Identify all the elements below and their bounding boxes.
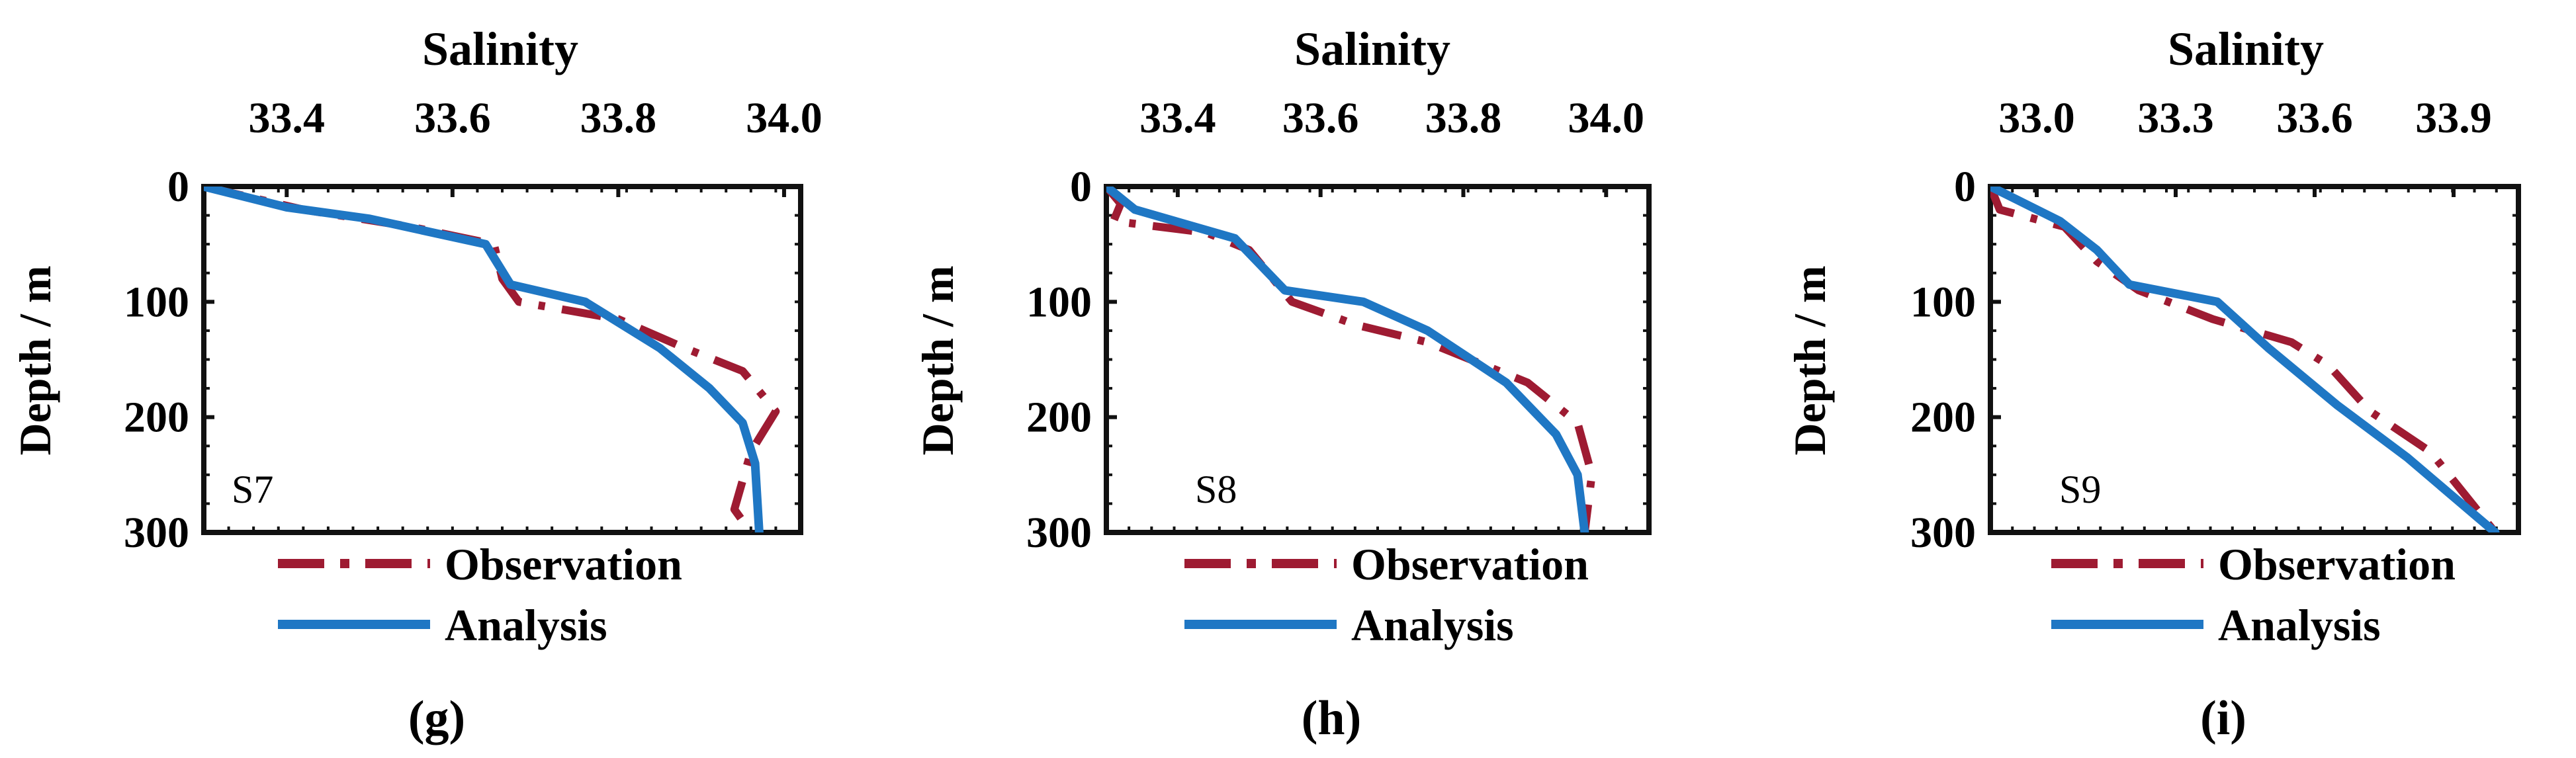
series-analysis-line <box>1990 187 2500 532</box>
y-tick-label: 300 <box>1910 509 1976 557</box>
y-tick-label: 100 <box>1910 278 1976 326</box>
chart-title: Salinity <box>422 22 578 75</box>
y-tick-label: 200 <box>124 394 189 442</box>
x-tick-label: 33.6 <box>2276 94 2353 142</box>
legend: Observation Analysis <box>278 539 682 650</box>
x-tick-label: 33.0 <box>1998 94 2075 142</box>
x-tick-label: 33.8 <box>1425 94 1502 142</box>
panel-label: (h) <box>1302 691 1361 745</box>
x-tick-label: 33.4 <box>249 94 326 142</box>
legend: Observation Analysis <box>1184 539 1589 650</box>
x-tick-label: 33.8 <box>580 94 657 142</box>
y-tick-label: 0 <box>1070 163 1092 211</box>
x-tick-label: 33.9 <box>2415 94 2492 142</box>
station-label: S7 <box>232 468 273 511</box>
panel-label: (i) <box>2200 691 2246 745</box>
series-observation-line <box>1990 187 2499 532</box>
legend-analysis-label: Analysis <box>2218 600 2381 650</box>
series-observation-line <box>1106 187 1596 532</box>
legend: Observation Analysis <box>2051 539 2456 650</box>
y-tick-label: 0 <box>1954 163 1976 211</box>
panel-i: Salinity Depth / m 33.0 33.3 33.6 33.9 0 100 2… <box>1785 22 2521 745</box>
panel-h: Salinity Depth / m 33.4 33.6 33.8 34.0 0 100 2… <box>912 22 1652 745</box>
y-axis-label: Depth / m <box>1785 265 1835 455</box>
chart-title: Salinity <box>1294 22 1450 75</box>
y-axis-label: Depth / m <box>10 265 60 455</box>
x-tick-label: 33.6 <box>1282 94 1359 142</box>
panel-label: (g) <box>408 691 465 745</box>
y-tick-label: 200 <box>1910 394 1976 442</box>
legend-analysis-label: Analysis <box>445 600 607 650</box>
x-tick-label: 34.0 <box>1568 94 1645 142</box>
series-group <box>204 187 780 532</box>
plot-frame <box>1104 184 1652 535</box>
y-tick-label: 300 <box>124 509 189 557</box>
y-tick-label: 300 <box>1026 509 1092 557</box>
ticks-group: 33.4 33.6 33.8 34.0 0 100 200 300 <box>124 94 822 557</box>
legend-observation-label: Observation <box>2218 539 2456 589</box>
series-analysis-line <box>1106 187 1589 532</box>
y-tick-label: 0 <box>167 163 189 211</box>
x-tick-label: 34.0 <box>746 94 822 142</box>
station-label: S9 <box>2059 468 2101 511</box>
series-analysis-line <box>204 187 764 532</box>
plot-frame <box>1988 184 2521 535</box>
plot-frame <box>201 184 803 535</box>
x-tick-label: 33.6 <box>414 94 491 142</box>
series-group <box>1990 187 2500 532</box>
y-tick-label: 100 <box>1026 278 1092 326</box>
ticks-group: 33.0 33.3 33.6 33.9 0 100 200 300 <box>1910 94 2518 557</box>
panel-g: Salinity Depth / m 33.4 33.6 33.8 34.0 0 100 2… <box>10 22 822 745</box>
chart-title: Salinity <box>2168 22 2324 75</box>
x-tick-label: 33.4 <box>1139 94 1216 142</box>
y-tick-label: 100 <box>124 278 189 326</box>
x-tick-label: 33.3 <box>2137 94 2214 142</box>
ticks-group: 33.4 33.6 33.8 34.0 0 100 200 300 <box>1026 94 1649 557</box>
legend-observation-label: Observation <box>445 539 682 589</box>
y-axis-label: Depth / m <box>912 265 963 455</box>
y-tick-label: 200 <box>1026 394 1092 442</box>
legend-analysis-label: Analysis <box>1351 600 1514 650</box>
station-label: S8 <box>1195 468 1237 511</box>
legend-observation-label: Observation <box>1351 539 1589 589</box>
series-group <box>1106 187 1596 532</box>
